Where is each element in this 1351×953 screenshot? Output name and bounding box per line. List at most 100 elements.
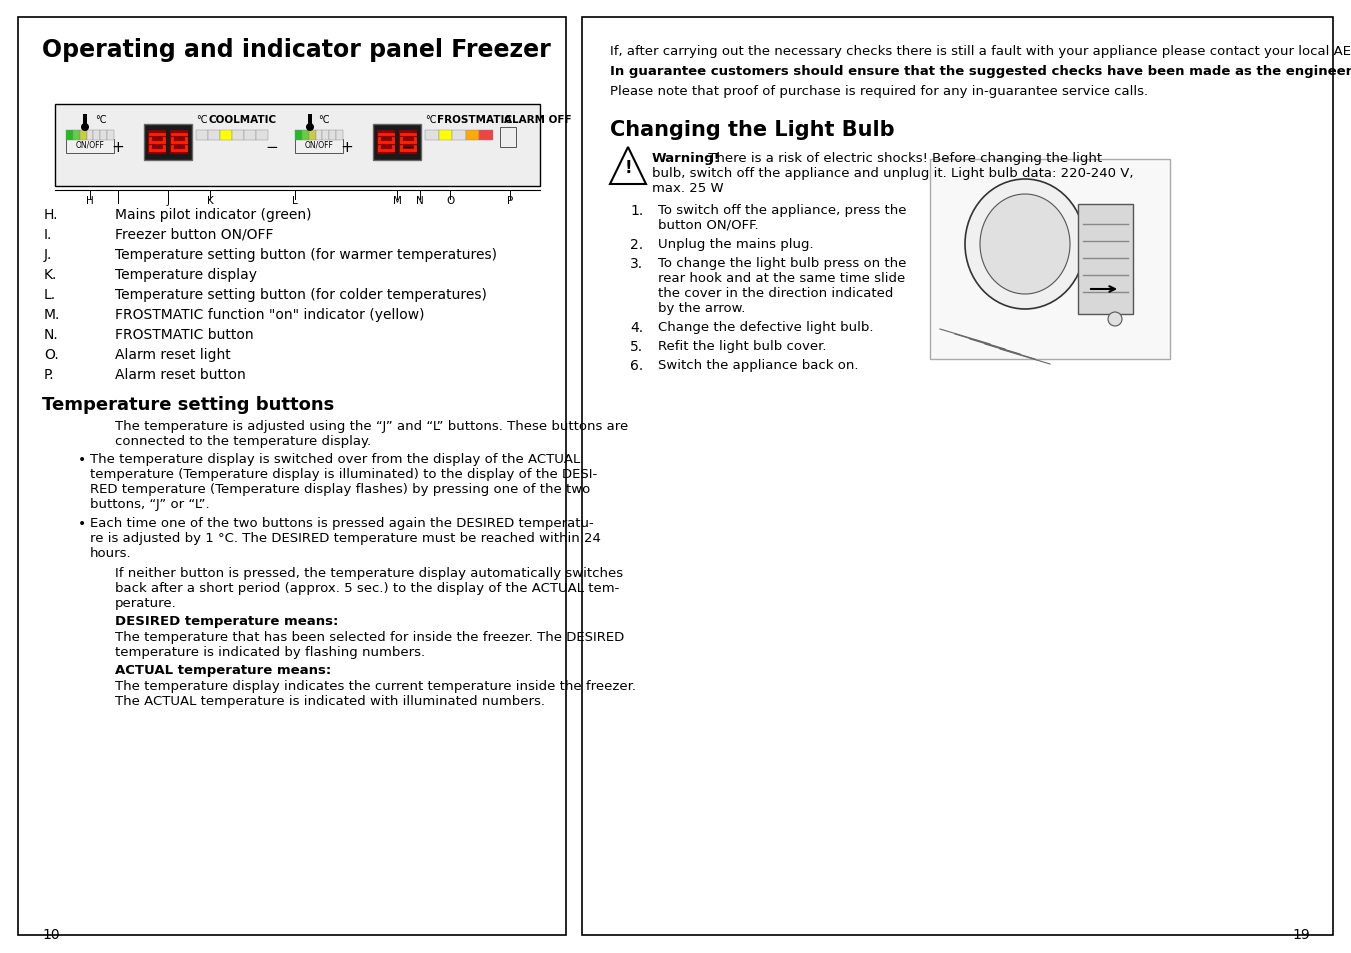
Text: perature.: perature. [115, 597, 177, 609]
Bar [308, 115, 312, 127]
Bar [170, 132, 188, 154]
Polygon shape [611, 148, 646, 185]
Text: +: + [340, 140, 354, 154]
Text: 5.: 5. [630, 339, 643, 354]
Text: ALARM OFF: ALARM OFF [504, 115, 571, 125]
Text: Warning!: Warning! [653, 152, 720, 165]
Text: Change the defective light bulb.: Change the defective light bulb. [658, 320, 874, 334]
Circle shape [1108, 313, 1121, 327]
Text: •: • [78, 517, 86, 531]
Text: FROSTMATIC function "on" indicator (yellow): FROSTMATIC function "on" indicator (yell… [115, 308, 424, 322]
Bar [73, 131, 80, 141]
Text: J: J [166, 195, 169, 206]
Bar [453, 131, 466, 141]
Bar [466, 131, 480, 141]
Text: H: H [86, 195, 93, 206]
Text: O.: O. [45, 348, 58, 361]
Text: FROSTMATIC button: FROSTMATIC button [115, 328, 254, 341]
Text: re is adjusted by 1 °C. The DESIRED temperature must be reached within 24: re is adjusted by 1 °C. The DESIRED temp… [91, 532, 601, 544]
Text: Temperature setting buttons: Temperature setting buttons [42, 395, 334, 414]
Text: There is a risk of electric shocks! Before changing the light: There is a risk of electric shocks! Befo… [704, 152, 1102, 165]
Text: O: O [446, 195, 454, 206]
Text: The temperature display indicates the current temperature inside the freezer.: The temperature display indicates the cu… [115, 679, 636, 692]
Bar [500, 128, 516, 148]
Text: 6.: 6. [630, 358, 643, 373]
Bar [330, 131, 336, 141]
Bar [220, 131, 232, 141]
Bar [66, 131, 73, 141]
Bar [93, 131, 100, 141]
Text: by the arrow.: by the arrow. [658, 302, 746, 314]
Ellipse shape [979, 194, 1070, 294]
Bar [86, 131, 93, 141]
Bar [316, 131, 323, 141]
Bar [400, 132, 416, 154]
Text: Mains pilot indicator (green): Mains pilot indicator (green) [115, 208, 312, 222]
Text: I: I [116, 195, 119, 206]
Bar [323, 131, 330, 141]
Text: Please note that proof of purchase is required for any in-guarantee service call: Please note that proof of purchase is re… [611, 85, 1148, 98]
Text: P.: P. [45, 368, 54, 381]
Text: 3.: 3. [630, 256, 643, 271]
Text: Temperature display: Temperature display [115, 268, 257, 282]
Text: The ACTUAL temperature is indicated with illuminated numbers.: The ACTUAL temperature is indicated with… [115, 695, 544, 707]
Text: Switch the appliance back on.: Switch the appliance back on. [658, 358, 858, 372]
Text: Refit the light bulb cover.: Refit the light bulb cover. [658, 339, 827, 353]
Text: button ON/OFF.: button ON/OFF. [658, 219, 759, 232]
Text: To switch off the appliance, press the: To switch off the appliance, press the [658, 204, 907, 216]
Text: °C: °C [196, 115, 208, 125]
Text: The temperature is adjusted using the “J” and “L” buttons. These buttons are: The temperature is adjusted using the “J… [115, 419, 628, 433]
Text: max. 25 W: max. 25 W [653, 182, 724, 194]
Text: K: K [207, 195, 213, 206]
Bar [480, 131, 493, 141]
Ellipse shape [965, 180, 1085, 310]
Bar [309, 131, 316, 141]
Text: !: ! [624, 159, 632, 177]
Bar [149, 132, 166, 154]
Bar [439, 131, 453, 141]
Bar [301, 131, 309, 141]
Text: bulb, switch off the appliance and unplug it. Light bulb data: 220-240 V,: bulb, switch off the appliance and unplu… [653, 167, 1133, 180]
Text: P: P [507, 195, 513, 206]
Bar [55, 105, 540, 187]
Text: the cover in the direction indicated: the cover in the direction indicated [658, 287, 893, 299]
Bar [1078, 205, 1133, 314]
Text: N: N [416, 195, 424, 206]
Text: ON/OFF: ON/OFF [76, 141, 104, 150]
Bar [295, 131, 301, 141]
Text: L: L [292, 195, 297, 206]
Text: 4.: 4. [630, 320, 643, 335]
Text: M: M [393, 195, 401, 206]
Text: Temperature setting button (for warmer temperatures): Temperature setting button (for warmer t… [115, 248, 497, 262]
Text: COOLMATIC: COOLMATIC [208, 115, 276, 125]
Text: L.: L. [45, 288, 57, 302]
Bar [82, 115, 86, 127]
Text: Changing the Light Bulb: Changing the Light Bulb [611, 120, 894, 140]
Bar [255, 131, 267, 141]
Text: To change the light bulb press on the: To change the light bulb press on the [658, 256, 907, 270]
Bar [426, 131, 439, 141]
Bar [196, 131, 208, 141]
Text: 10: 10 [42, 927, 59, 941]
Text: I.: I. [45, 228, 53, 242]
Text: Each time one of the two buttons is pressed again the DESIRED temperatu-: Each time one of the two buttons is pres… [91, 517, 593, 530]
Bar [929, 160, 1170, 359]
Text: If, after carrying out the necessary checks there is still a fault with your app: If, after carrying out the necessary che… [611, 45, 1351, 58]
Bar [66, 140, 113, 153]
Bar [582, 18, 1333, 935]
Text: hours.: hours. [91, 546, 131, 559]
Bar [145, 125, 192, 161]
Text: N.: N. [45, 328, 58, 341]
Text: Alarm reset light: Alarm reset light [115, 348, 231, 361]
Text: +: + [112, 140, 124, 154]
Text: connected to the temperature display.: connected to the temperature display. [115, 435, 372, 448]
Circle shape [81, 124, 89, 132]
Text: FROSTMATIC: FROSTMATIC [436, 115, 512, 125]
Text: temperature is indicated by flashing numbers.: temperature is indicated by flashing num… [115, 645, 426, 659]
Text: In guarantee customers should ensure that the suggested checks have been made as: In guarantee customers should ensure tha… [611, 65, 1351, 78]
Text: •: • [78, 453, 86, 467]
Text: °C: °C [426, 115, 436, 125]
Text: Operating and indicator panel Freezer: Operating and indicator panel Freezer [42, 38, 551, 62]
Text: ON/OFF: ON/OFF [304, 141, 334, 150]
Text: °C: °C [317, 115, 330, 125]
